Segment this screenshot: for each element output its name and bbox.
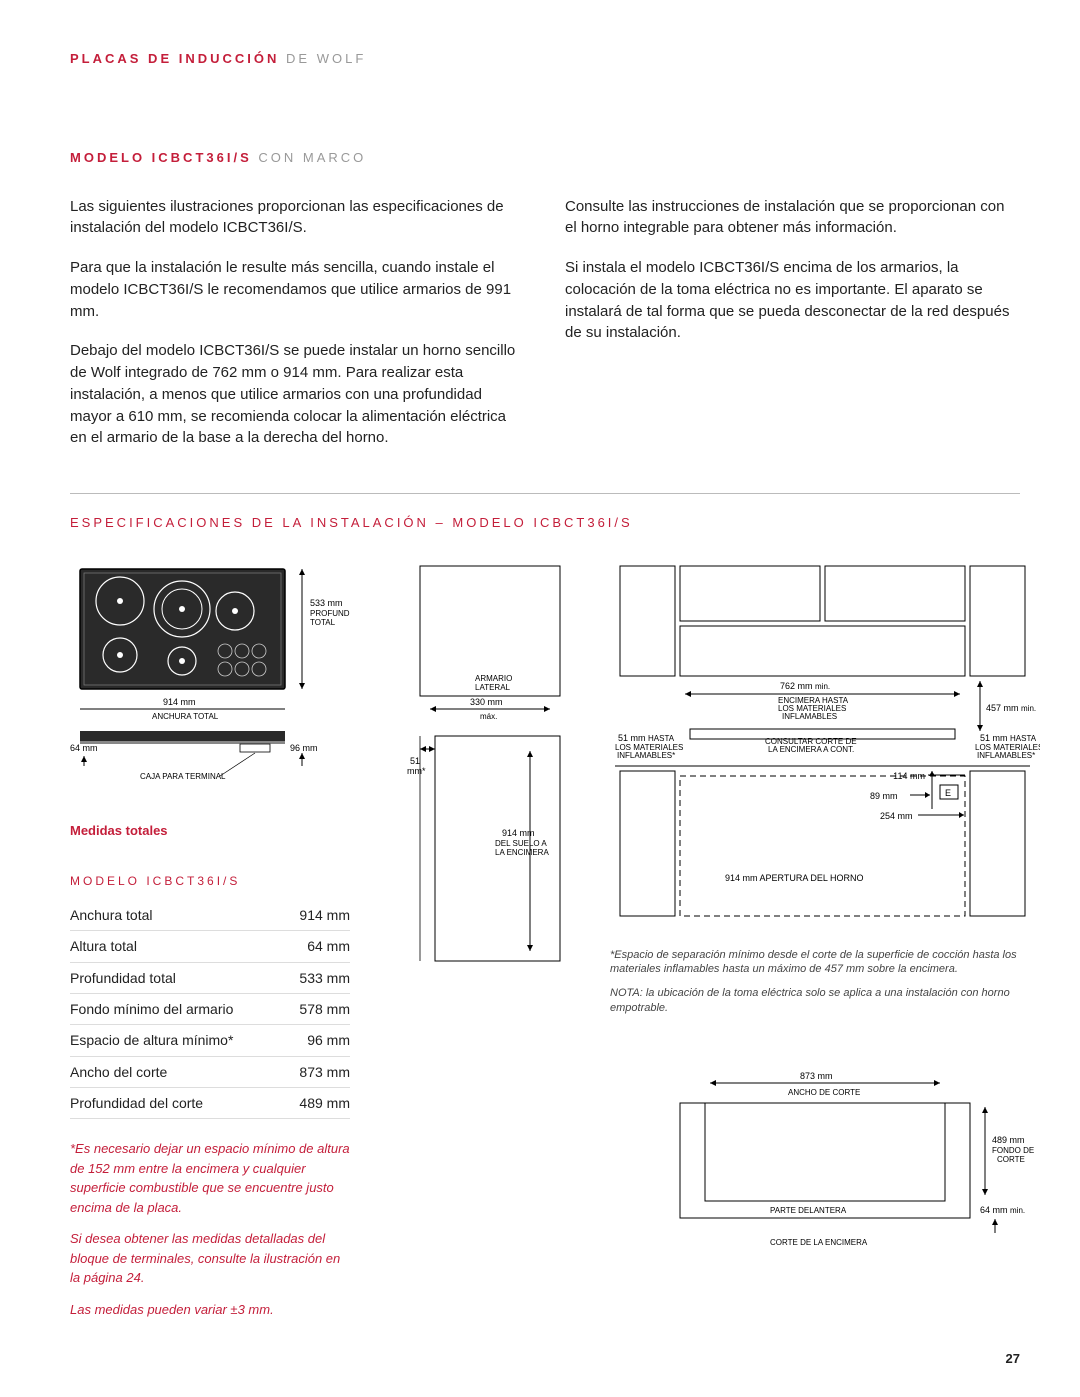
svg-text:máx.: máx. — [480, 712, 497, 721]
spec-value: 914 mm — [267, 900, 350, 931]
svg-text:FONDO DE: FONDO DE — [992, 1146, 1034, 1155]
intro-p4: Consulte las instrucciones de instalació… — [565, 196, 1020, 240]
spec-table: Anchura total914 mmAltura total64 mmProf… — [70, 900, 350, 1119]
intro-p1: Las siguientes ilustraciones proporciona… — [70, 196, 525, 240]
intro-p2: Para que la instalación le resulte más s… — [70, 257, 525, 322]
spec-value: 96 mm — [267, 1025, 350, 1056]
spec-value: 533 mm — [267, 962, 350, 993]
divider — [70, 493, 1020, 494]
notes-block: *Es necesario dejar un espacio mínimo de… — [70, 1139, 350, 1319]
svg-text:533 mm: 533 mm — [310, 598, 343, 608]
caption-medidas: Medidas totales — [70, 822, 350, 841]
header-category: PLACAS DE INDUCCIÓN — [70, 51, 279, 66]
intro-right: Consulte las instrucciones de instalació… — [565, 196, 1020, 468]
spec-heading: ESPECIFICACIONES DE LA INSTALACIÓN – MOD… — [70, 514, 1020, 533]
svg-text:INFLAMABLES*: INFLAMABLES* — [617, 751, 675, 760]
svg-text:89 mm: 89 mm — [870, 791, 898, 801]
svg-text:914 mm: 914 mm — [502, 828, 535, 838]
svg-text:CORTE DE LA ENCIMERA: CORTE DE LA ENCIMERA — [770, 1238, 868, 1247]
spec-label: Profundidad del corte — [70, 1087, 267, 1118]
header-brand: DE WOLF — [286, 51, 366, 66]
spec-value: 64 mm — [267, 931, 350, 962]
mid-panel: ARMARIO LATERAL 330 mm máx. 51 mm* 914 m… — [380, 561, 580, 988]
spec-label: Fondo mínimo del armario — [70, 993, 267, 1024]
svg-text:762 mm min.: 762 mm min. — [780, 681, 830, 691]
front-elevation-diagram: 762 mm min. ENCIMERA HASTA LOS MATERIALE… — [610, 561, 1040, 931]
spec-label: Espacio de altura mínimo* — [70, 1025, 267, 1056]
page-number: 27 — [1006, 1350, 1020, 1369]
page-header: PLACAS DE INDUCCIÓN DE WOLF — [70, 50, 1020, 69]
intro-left: Las siguientes ilustraciones proporciona… — [70, 196, 525, 468]
table-row: Altura total64 mm — [70, 931, 350, 962]
svg-text:51 mm HASTA: 51 mm HASTA — [618, 733, 675, 743]
footnote-2: NOTA: la ubicación de la toma eléctrica … — [610, 986, 1040, 1015]
intro-columns: Las siguientes ilustraciones proporciona… — [70, 196, 1020, 468]
intro-p3: Debajo del modelo ICBCT36I/S se puede in… — [70, 340, 525, 449]
right-panel: 762 mm min. ENCIMERA HASTA LOS MATERIALE… — [610, 561, 1040, 1265]
svg-text:457 mm min.: 457 mm min. — [986, 703, 1036, 713]
table-row: Fondo mínimo del armario578 mm — [70, 993, 350, 1024]
svg-text:330 mm: 330 mm — [470, 697, 503, 707]
footnote-1: *Espacio de separación mínimo desde el c… — [610, 948, 1040, 977]
svg-text:LATERAL: LATERAL — [475, 683, 511, 692]
model-code: MODELO ICBCT36I/S — [70, 150, 252, 165]
svg-text:INFLAMABLES: INFLAMABLES — [782, 712, 837, 721]
spec-value: 578 mm — [267, 993, 350, 1024]
cutout-diagram: 873 mm ANCHO DE CORTE 489 mm FONDO DE CO… — [640, 1065, 1040, 1265]
svg-text:96 mm: 96 mm — [290, 743, 318, 753]
svg-text:ARMARIO: ARMARIO — [475, 674, 512, 683]
cooktop-diagram: 533 mm PROFUNDIDAD TOTAL 914 mm ANCHURA … — [70, 561, 350, 801]
svg-text:DEL SUELO A: DEL SUELO A — [495, 839, 547, 848]
cutout-wrap: 873 mm ANCHO DE CORTE 489 mm FONDO DE CO… — [610, 1065, 1040, 1265]
model-variant: CON MARCO — [258, 150, 366, 165]
svg-text:873 mm: 873 mm — [800, 1071, 833, 1081]
svg-text:914 mm APERTURA DEL HORNO: 914 mm APERTURA DEL HORNO — [725, 873, 864, 883]
svg-text:914 mm: 914 mm — [163, 697, 196, 707]
spec-label: Profundidad total — [70, 962, 267, 993]
svg-text:64 mm: 64 mm — [70, 743, 98, 753]
svg-text:E: E — [945, 788, 951, 798]
table-row: Anchura total914 mm — [70, 900, 350, 931]
table-title: MODELO ICBCT36I/S — [70, 873, 350, 890]
svg-text:LA ENCIMERA A CONT.: LA ENCIMERA A CONT. — [768, 745, 854, 754]
svg-text:51: 51 — [410, 756, 420, 766]
svg-text:64 mm min.: 64 mm min. — [980, 1205, 1025, 1215]
svg-text:ANCHURA TOTAL: ANCHURA TOTAL — [152, 712, 219, 721]
table-row: Profundidad del corte489 mm — [70, 1087, 350, 1118]
left-panel: 533 mm PROFUNDIDAD TOTAL 914 mm ANCHURA … — [70, 561, 350, 1331]
svg-text:ANCHO DE CORTE: ANCHO DE CORTE — [788, 1088, 860, 1097]
note-1: *Es necesario dejar un espacio mínimo de… — [70, 1139, 350, 1217]
svg-text:254 mm: 254 mm — [880, 811, 913, 821]
note-3: Las medidas pueden variar ±3 mm. — [70, 1300, 350, 1320]
spec-label: Altura total — [70, 931, 267, 962]
svg-text:51 mm HASTA: 51 mm HASTA — [980, 733, 1037, 743]
spec-label: Anchura total — [70, 900, 267, 931]
model-heading: MODELO ICBCT36I/S CON MARCO — [70, 149, 1020, 168]
side-cabinet-diagram: ARMARIO LATERAL 330 mm máx. 51 mm* 914 m… — [380, 561, 580, 981]
diagram-row: 533 mm PROFUNDIDAD TOTAL 914 mm ANCHURA … — [70, 561, 1020, 1331]
svg-text:CAJA PARA TERMINAL: CAJA PARA TERMINAL — [140, 772, 226, 781]
table-row: Espacio de altura mínimo*96 mm — [70, 1025, 350, 1056]
table-row: Profundidad total533 mm — [70, 962, 350, 993]
svg-text:TOTAL: TOTAL — [310, 618, 336, 627]
svg-text:PROFUNDIDAD: PROFUNDIDAD — [310, 609, 350, 618]
svg-text:LA ENCIMERA: LA ENCIMERA — [495, 848, 549, 857]
svg-text:CORTE: CORTE — [997, 1155, 1025, 1164]
svg-text:INFLAMABLES*: INFLAMABLES* — [977, 751, 1035, 760]
note-2: Si desea obtener las medidas detalladas … — [70, 1229, 350, 1288]
spec-value: 489 mm — [267, 1087, 350, 1118]
spec-value: 873 mm — [267, 1056, 350, 1087]
spec-label: Ancho del corte — [70, 1056, 267, 1087]
svg-text:mm*: mm* — [407, 766, 426, 776]
svg-text:PARTE DELANTERA: PARTE DELANTERA — [770, 1206, 847, 1215]
intro-p5: Si instala el modelo ICBCT36I/S encima d… — [565, 257, 1020, 344]
svg-text:489 mm: 489 mm — [992, 1135, 1025, 1145]
table-row: Ancho del corte873 mm — [70, 1056, 350, 1087]
